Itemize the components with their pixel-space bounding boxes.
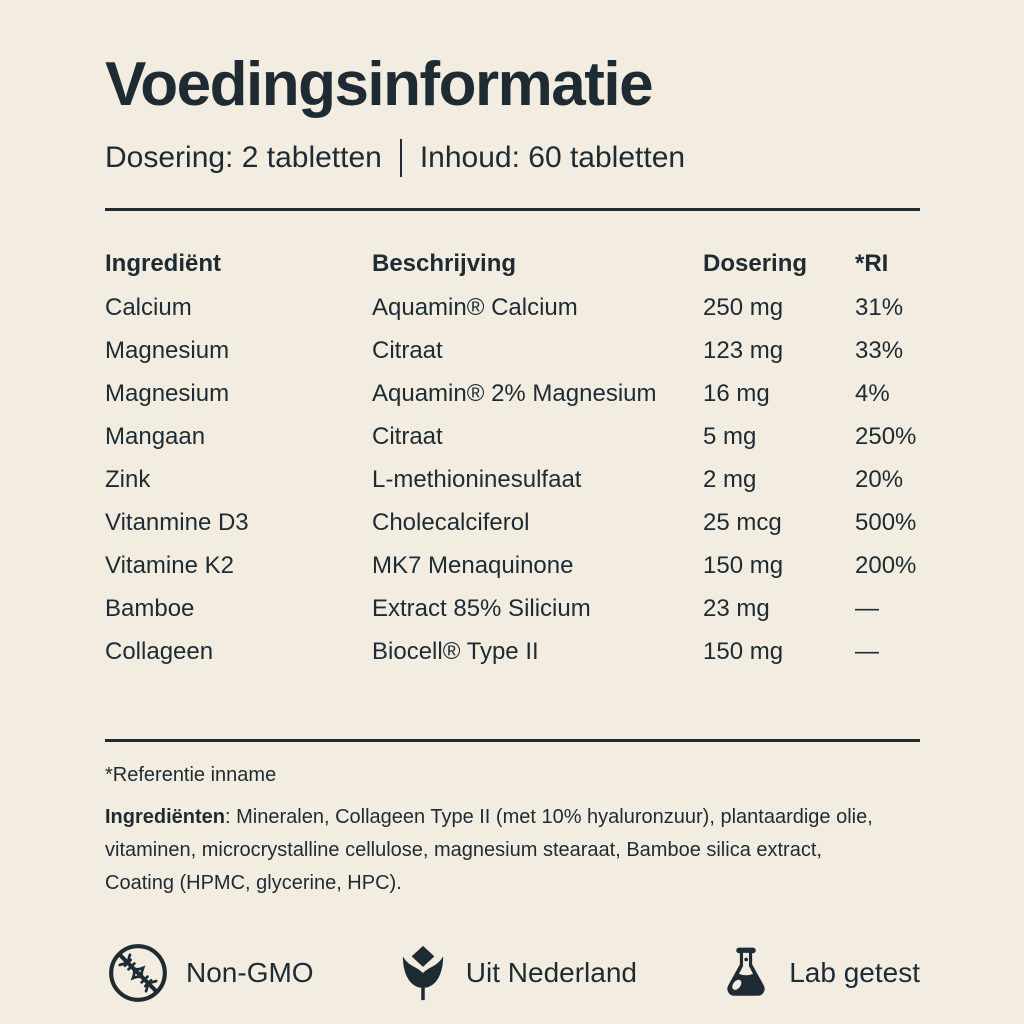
- ri-cell: 500%: [855, 508, 917, 536]
- dose-cell: 250 mg: [703, 293, 784, 321]
- description-cell: Aquamin® 2% Magnesium: [372, 379, 657, 407]
- ingredients-line-1-text: : Mineralen, Collageen Type II (met 10% …: [225, 806, 873, 829]
- table-header-row: Ingrediënt Beschrijving Dosering *RI: [105, 241, 920, 286]
- ingredients-line-3: Coating (HPMC, glycerine, HPC).: [105, 872, 402, 895]
- table-row: Magnesium Citraat 123 mg 33%: [105, 329, 920, 372]
- ri-cell: 250%: [855, 422, 917, 450]
- description-cell: Citraat: [372, 336, 443, 364]
- ingredients-lead: Ingrediënten: [105, 806, 226, 829]
- header-description: Beschrijving: [372, 249, 517, 277]
- badge-lab: Lab getest: [718, 944, 920, 1002]
- table-row: Collageen Biocell® Type II 150 mg —: [105, 630, 920, 673]
- ingredient-cell: Calcium: [105, 293, 192, 321]
- description-cell: Cholecalciferol: [372, 508, 530, 536]
- ri-cell: 33%: [855, 336, 904, 364]
- ri-cell: 4%: [855, 379, 890, 407]
- dose-cell: 2 mg: [703, 465, 757, 493]
- ingredient-cell: Bamboe: [105, 594, 195, 622]
- ri-cell: —: [855, 594, 879, 622]
- page-title: Voedingsinformatie: [105, 50, 654, 119]
- dose-cell: 16 mg: [703, 379, 770, 407]
- tulip-icon: [402, 945, 443, 1001]
- dose-cell: 23 mg: [703, 594, 770, 622]
- separator-bar: [399, 139, 402, 178]
- ingredient-cell: Zink: [105, 465, 151, 493]
- table-row: Vitanmine D3 Cholecalciferol 25 mcg 500%: [105, 501, 920, 544]
- content-text: Inhoud: 60 tabletten: [419, 141, 686, 175]
- flask-icon: [727, 947, 765, 996]
- header-ri: *RI: [855, 249, 889, 277]
- dose-cell: 150 mg: [703, 637, 784, 665]
- badge-label-lab: Lab getest: [789, 957, 920, 989]
- header-ingredient: Ingrediënt: [105, 249, 222, 277]
- ingredient-cell: Collageen: [105, 637, 214, 665]
- table-row: Magnesium Aquamin® 2% Magnesium 16 mg 4%: [105, 372, 920, 415]
- badge-label-non-gmo: Non-GMO: [186, 957, 314, 989]
- ingredients-line-1: Ingrediënten: Mineralen, Collageen Type …: [105, 801, 920, 834]
- table-row: Mangaan Citraat 5 mg 250%: [105, 415, 920, 458]
- ingredient-cell: Magnesium: [105, 379, 230, 407]
- reference-footnote: *Referentie inname: [105, 764, 277, 787]
- description-cell: MK7 Menaquinone: [372, 551, 574, 579]
- ingredient-cell: Vitanmine D3: [105, 508, 249, 536]
- table-row: Vitamine K2 MK7 Menaquinone 150 mg 200%: [105, 544, 920, 587]
- dose-cell: 5 mg: [703, 422, 757, 450]
- badges-row: Non-GMO Uit Nederland Lab getest: [105, 940, 920, 1006]
- bottom-divider: [105, 739, 920, 743]
- ingredient-cell: Vitamine K2: [105, 551, 234, 579]
- description-cell: Aquamin® Calcium: [372, 293, 578, 321]
- badge-origin: Uit Nederland: [395, 943, 637, 1003]
- ri-cell: 200%: [855, 551, 917, 579]
- top-divider: [105, 208, 920, 212]
- table-row: Bamboe Extract 85% Silicium 23 mg —: [105, 587, 920, 630]
- dose-cell: 25 mcg: [703, 508, 782, 536]
- ri-cell: 31%: [855, 293, 904, 321]
- ingredient-cell: Magnesium: [105, 336, 230, 364]
- description-cell: Citraat: [372, 422, 443, 450]
- ri-cell: 20%: [855, 465, 904, 493]
- description-cell: L-methioninesulfaat: [372, 465, 582, 493]
- dose-cell: 150 mg: [703, 551, 784, 579]
- description-cell: Biocell® Type II: [372, 637, 539, 665]
- ingredients-line-2: vitaminen, microcrystalline cellulose, m…: [105, 839, 822, 862]
- ingredient-cell: Mangaan: [105, 422, 206, 450]
- badge-non-gmo: Non-GMO: [105, 940, 314, 1006]
- table-row: Calcium Aquamin® Calcium 250 mg 31%: [105, 286, 920, 329]
- label-content: Voedingsinformatie Dosering: 2 tabletten…: [105, 0, 920, 1006]
- dose-summary: Dosering: 2 tabletten Inhoud: 60 tablett…: [105, 139, 920, 178]
- dose-text: Dosering: 2 tabletten: [105, 141, 382, 175]
- description-cell: Extract 85% Silicium: [372, 594, 591, 622]
- nutrition-table: Ingrediënt Beschrijving Dosering *RI Cal…: [105, 241, 920, 673]
- ingredients-paragraph: Ingrediënten: Mineralen, Collageen Type …: [105, 801, 920, 900]
- table-row: Zink L-methioninesulfaat 2 mg 20%: [105, 458, 920, 501]
- header-dose: Dosering: [703, 249, 808, 277]
- ri-cell: —: [855, 637, 879, 665]
- dose-cell: 123 mg: [703, 336, 784, 364]
- badge-label-origin: Uit Nederland: [465, 957, 637, 989]
- non-gmo-icon: [109, 944, 167, 1002]
